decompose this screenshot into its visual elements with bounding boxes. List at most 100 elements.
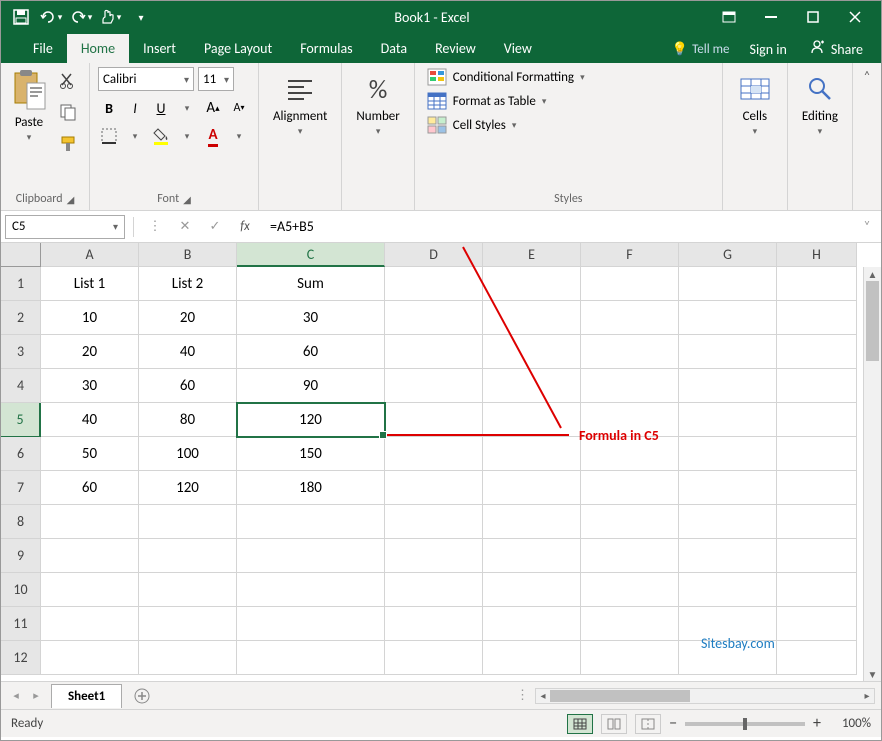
cell-E12[interactable] — [483, 641, 581, 675]
cell-B8[interactable] — [139, 505, 237, 539]
tab-formulas[interactable]: Formulas — [286, 34, 366, 63]
row-header-2[interactable]: 2 — [1, 301, 41, 335]
cell-A2[interactable]: 10 — [41, 301, 139, 335]
cell-D9[interactable] — [385, 539, 483, 573]
redo-icon[interactable]: ▾ — [67, 3, 95, 31]
zoom-out-button[interactable]: − — [669, 714, 677, 733]
cell-B4[interactable]: 60 — [139, 369, 237, 403]
cell-B12[interactable] — [139, 641, 237, 675]
cell-E5[interactable] — [483, 403, 581, 437]
cell-C3[interactable]: 60 — [237, 335, 385, 369]
cell-D11[interactable] — [385, 607, 483, 641]
border-dropdown[interactable]: ▾ — [124, 125, 146, 147]
tell-me-search[interactable]: 💡Tell me — [664, 38, 738, 61]
col-header-c[interactable]: C — [237, 243, 385, 267]
copy-icon[interactable] — [55, 99, 81, 125]
cell-A8[interactable] — [41, 505, 139, 539]
tab-review[interactable]: Review — [421, 34, 490, 63]
cell-H10[interactable] — [777, 573, 857, 607]
cell-F3[interactable] — [581, 335, 679, 369]
dialog-launcher-icon[interactable]: ◢ — [183, 193, 191, 206]
cell-D8[interactable] — [385, 505, 483, 539]
tab-data[interactable]: Data — [367, 34, 421, 63]
shrink-font-icon[interactable]: A▾ — [228, 97, 250, 119]
row-header-10[interactable]: 10 — [1, 573, 41, 607]
format-painter-icon[interactable] — [55, 131, 81, 157]
select-all-corner[interactable] — [1, 243, 41, 267]
collapse-ribbon-icon[interactable]: ˄ — [864, 69, 871, 84]
vertical-scrollbar[interactable]: ▲ ▼ — [863, 267, 881, 681]
cell-E11[interactable] — [483, 607, 581, 641]
cell-F1[interactable] — [581, 267, 679, 301]
conditional-formatting-button[interactable]: Conditional Formatting▾ — [423, 67, 589, 87]
expand-formula-bar-icon[interactable]: ˅ — [857, 219, 877, 234]
editing-button[interactable]: Editing ▾ — [796, 67, 844, 141]
cell-E3[interactable] — [483, 335, 581, 369]
minimize-icon[interactable] — [751, 3, 791, 31]
page-break-view-icon[interactable] — [635, 714, 661, 734]
scroll-down-icon[interactable]: ▼ — [864, 667, 881, 681]
save-icon[interactable] — [7, 3, 35, 31]
cell-B3[interactable]: 40 — [139, 335, 237, 369]
cell-D4[interactable] — [385, 369, 483, 403]
cell-G3[interactable] — [679, 335, 777, 369]
cell-C11[interactable] — [237, 607, 385, 641]
underline-dropdown[interactable]: ▾ — [176, 97, 198, 119]
cell-H7[interactable] — [777, 471, 857, 505]
cell-H6[interactable] — [777, 437, 857, 471]
cell-H2[interactable] — [777, 301, 857, 335]
cell-F2[interactable] — [581, 301, 679, 335]
cell-A3[interactable]: 20 — [41, 335, 139, 369]
share-button[interactable]: Share — [799, 35, 873, 63]
row-header-8[interactable]: 8 — [1, 505, 41, 539]
row-header-3[interactable]: 3 — [1, 335, 41, 369]
cell-B6[interactable]: 100 — [139, 437, 237, 471]
scroll-right-icon[interactable]: ▸ — [860, 689, 874, 703]
cell-B2[interactable]: 20 — [139, 301, 237, 335]
cancel-formula-icon[interactable]: ✕ — [172, 215, 198, 239]
cell-E9[interactable] — [483, 539, 581, 573]
cell-E10[interactable] — [483, 573, 581, 607]
cell-F8[interactable] — [581, 505, 679, 539]
cell-G10[interactable] — [679, 573, 777, 607]
number-button[interactable]: % Number ▾ — [350, 67, 405, 141]
sheet-tab-sheet1[interactable]: Sheet1 — [51, 684, 122, 708]
cell-E6[interactable] — [483, 437, 581, 471]
cell-A5[interactable]: 40 — [41, 403, 139, 437]
cell-E7[interactable] — [483, 471, 581, 505]
tab-file[interactable]: File — [19, 34, 67, 63]
font-color-icon[interactable]: A — [202, 125, 224, 147]
cell-B1[interactable]: List 2 — [139, 267, 237, 301]
scroll-thumb[interactable] — [550, 690, 690, 702]
cell-B7[interactable]: 120 — [139, 471, 237, 505]
cell-A11[interactable] — [41, 607, 139, 641]
row-header-5[interactable]: 5 — [1, 403, 41, 437]
row-header-9[interactable]: 9 — [1, 539, 41, 573]
cell-E2[interactable] — [483, 301, 581, 335]
col-header-f[interactable]: F — [581, 243, 679, 267]
format-as-table-button[interactable]: Format as Table▾ — [423, 91, 589, 111]
row-header-7[interactable]: 7 — [1, 471, 41, 505]
cell-C5[interactable]: 120 — [237, 403, 385, 437]
cell-D10[interactable] — [385, 573, 483, 607]
cell-C6[interactable]: 150 — [237, 437, 385, 471]
tab-insert[interactable]: Insert — [129, 34, 190, 63]
col-header-d[interactable]: D — [385, 243, 483, 267]
cell-D2[interactable] — [385, 301, 483, 335]
col-header-b[interactable]: B — [139, 243, 237, 267]
alignment-button[interactable]: Alignment ▾ — [267, 67, 333, 141]
formula-input[interactable]: =A5+B5 — [262, 215, 853, 239]
cell-G6[interactable] — [679, 437, 777, 471]
cell-styles-button[interactable]: Cell Styles▾ — [423, 115, 589, 135]
name-box[interactable]: C5▾ — [5, 215, 125, 239]
cell-G2[interactable] — [679, 301, 777, 335]
zoom-slider[interactable] — [685, 722, 805, 726]
scroll-up-icon[interactable]: ▲ — [864, 267, 881, 281]
insert-function-icon[interactable]: fx — [232, 215, 258, 239]
cell-G8[interactable] — [679, 505, 777, 539]
cell-G1[interactable] — [679, 267, 777, 301]
scroll-thumb[interactable] — [866, 281, 879, 361]
cell-D1[interactable] — [385, 267, 483, 301]
font-color-dropdown[interactable]: ▾ — [228, 125, 250, 147]
cell-A1[interactable]: List 1 — [41, 267, 139, 301]
